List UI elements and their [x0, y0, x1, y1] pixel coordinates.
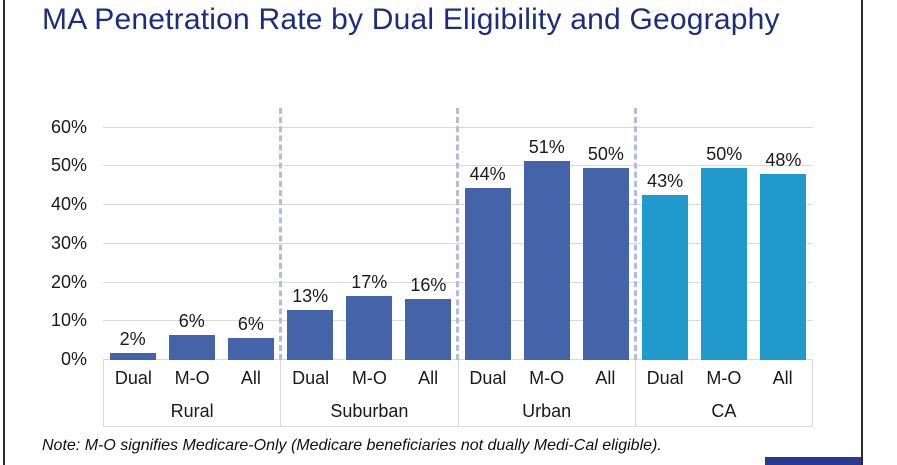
bar-value-label: 50% — [587, 143, 624, 164]
plot-area: 2% 6% 6% 13% 17% 16% 44% 51% 50% 43% 50% 48% — [103, 106, 813, 360]
bar-urban-m-o — [523, 161, 570, 360]
y-tick-label: 10% — [50, 310, 87, 331]
x-axis-label-all: All — [418, 368, 439, 388]
bar-value-label: 48% — [765, 149, 802, 170]
bar-urban-dual — [464, 188, 511, 360]
y-axis: 0% 10% 20% 30% 40% 50% 60% — [28, 106, 95, 369]
x-axis-group-name: Rural — [170, 401, 214, 421]
x-axis-label-all: All — [772, 368, 793, 388]
bar-groups: 2% 6% 6% 13% 17% 16% 44% 51% 50% 43% 50% 48% — [103, 106, 813, 360]
bar-value-label: 51% — [528, 137, 565, 158]
bar-rural-dual — [109, 352, 156, 360]
bar-value-label: 6% — [178, 311, 205, 332]
y-tick-label: 40% — [50, 194, 87, 215]
x-axis-label-dual: Dual — [292, 368, 330, 388]
bar-value-label: 13% — [292, 285, 329, 306]
x-axis-label-dual: Dual — [469, 368, 507, 388]
x-axis-sublabels: Dual M-O All — [281, 360, 457, 397]
bar-slot: 13% — [281, 106, 340, 360]
page-right-border — [861, 0, 863, 465]
bar-slot: 17% — [340, 106, 399, 360]
bar-group-urban: 44% 51% 50% — [458, 106, 636, 360]
x-axis-label-all: All — [240, 368, 261, 388]
group-separator-line — [456, 108, 459, 360]
bar-rural-m-o — [168, 335, 215, 360]
footer-accent-bar — [765, 457, 861, 465]
group-separator-line — [278, 108, 282, 360]
bar-suburban-dual — [287, 309, 334, 360]
y-tick-label: 30% — [50, 232, 87, 253]
bar-rural-all — [227, 338, 274, 360]
bar-slot: 16% — [399, 106, 458, 360]
bar-value-label: 17% — [351, 271, 388, 292]
bar-slot: 48% — [754, 106, 813, 360]
y-tick-label: 60% — [50, 116, 87, 137]
y-tick-label: 0% — [60, 349, 87, 369]
x-axis-group-urban: Dual M-O All Urban — [457, 360, 635, 426]
bar-value-label: 16% — [410, 274, 447, 295]
y-tick-label: 50% — [50, 155, 87, 176]
x-axis-group-name: CA — [711, 401, 737, 421]
bar-slot: 43% — [636, 106, 695, 360]
bar-group-rural: 2% 6% 6% — [103, 106, 281, 360]
x-axis-label-dual: Dual — [114, 368, 152, 388]
x-axis-group-name: Suburban — [330, 401, 409, 421]
x-axis-group-rural: Dual M-O All Rural — [103, 360, 280, 426]
x-axis-sublabels: Dual M-O All — [636, 360, 812, 397]
x-axis-label-m-o: M-O — [706, 368, 742, 388]
x-axis-group-suburban: Dual M-O All Suburban — [280, 360, 457, 426]
bar-value-label: 50% — [706, 143, 743, 164]
x-axis-sublabels: Dual M-O All — [104, 360, 280, 397]
x-axis-label-dual: Dual — [646, 368, 684, 388]
x-axis-label-m-o: M-O — [529, 368, 565, 388]
x-axis-label-m-o: M-O — [351, 368, 387, 388]
x-axis-group-name: Urban — [522, 401, 572, 421]
bar-value-label: 44% — [469, 164, 506, 185]
bar-slot: 6% — [221, 106, 280, 360]
bar-slot: 44% — [458, 106, 517, 360]
bar-suburban-m-o — [346, 295, 393, 360]
bar-slot: 50% — [576, 106, 635, 360]
bar-slot: 2% — [103, 106, 162, 360]
group-separator-line — [633, 108, 637, 360]
bar-value-label: 43% — [647, 170, 684, 191]
page-left-border — [3, 0, 5, 465]
bar-value-label: 2% — [119, 328, 146, 349]
bar-suburban-all — [405, 298, 452, 360]
footnote: Note: M-O signifies Medicare-Only (Medic… — [42, 437, 662, 454]
bar-group-ca: 43% 50% 48% — [636, 106, 814, 360]
x-axis: Dual M-O All Rural Dual M-O All Suburban Dual M-O… — [103, 360, 813, 427]
bar-slot: 51% — [517, 106, 576, 360]
y-tick-label: 20% — [50, 271, 87, 292]
bar-group-suburban: 13% 17% 16% — [281, 106, 459, 360]
bar-urban-all — [582, 167, 629, 360]
bar-ca-all — [760, 173, 807, 360]
bar-slot: 50% — [695, 106, 754, 360]
bar-slot: 6% — [162, 106, 221, 360]
x-axis-sublabels: Dual M-O All — [459, 360, 635, 397]
x-axis-label-m-o: M-O — [174, 368, 210, 388]
page-title: MA Penetration Rate by Dual Eligibility … — [42, 3, 780, 36]
x-axis-label-all: All — [595, 368, 616, 388]
bar-ca-m-o — [701, 167, 748, 360]
bar-ca-dual — [642, 194, 689, 360]
bar-value-label: 6% — [237, 314, 264, 335]
x-axis-group-ca: Dual M-O All CA — [634, 360, 813, 426]
